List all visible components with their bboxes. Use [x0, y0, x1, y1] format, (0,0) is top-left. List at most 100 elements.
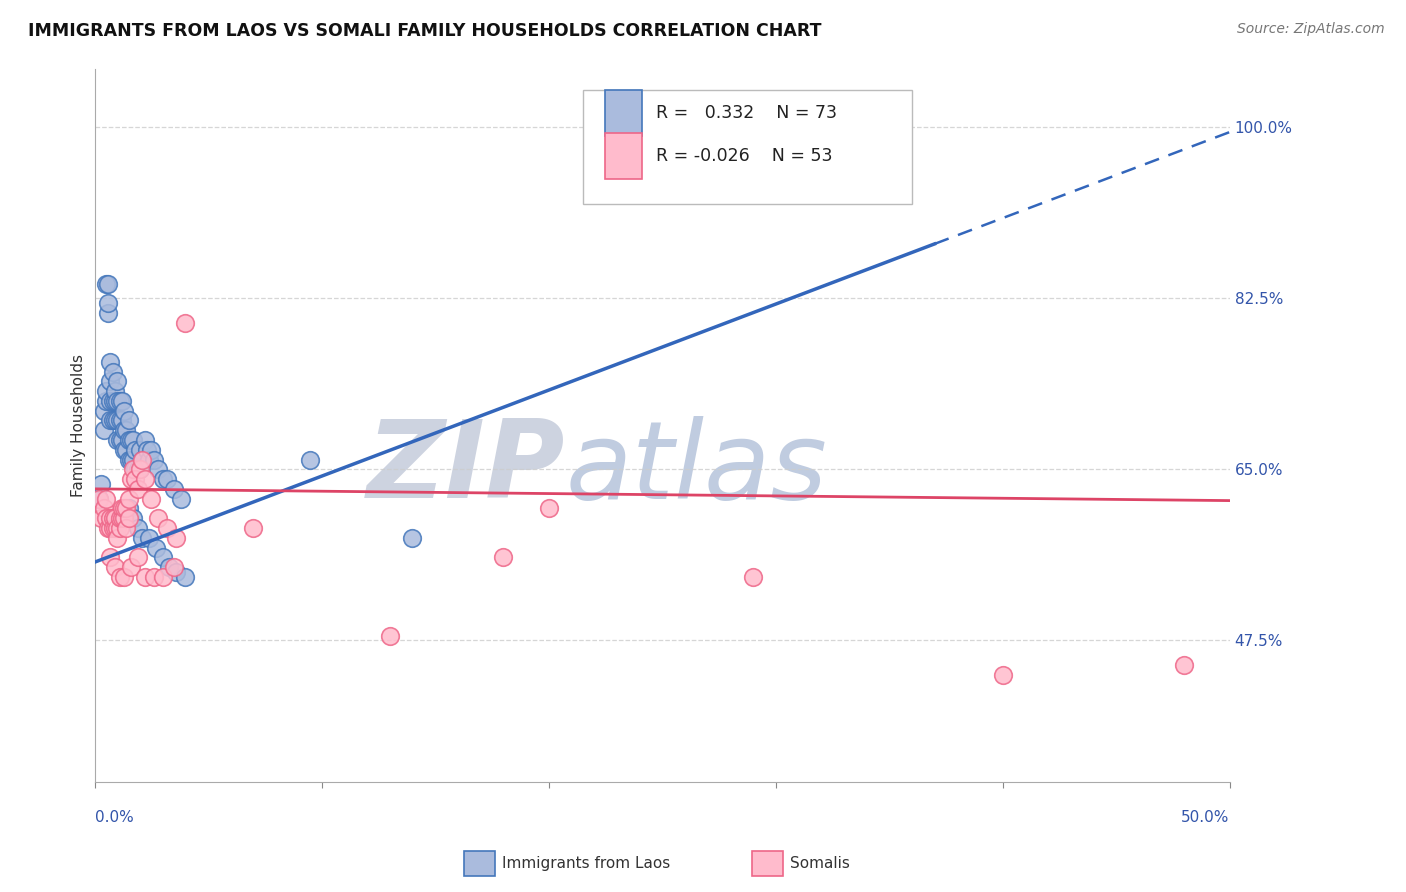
Point [131, 452, 153, 467]
Point [90, 477, 112, 491]
Point [101, 413, 124, 427]
Point [124, 462, 146, 476]
Point [146, 462, 169, 476]
FancyBboxPatch shape [582, 90, 912, 204]
Point [112, 570, 135, 584]
Text: 50.0%: 50.0% [1181, 810, 1230, 824]
Point [87, 491, 110, 506]
Point [104, 384, 127, 398]
Text: R =   0.332    N = 73: R = 0.332 N = 73 [657, 103, 838, 122]
Point [115, 442, 138, 457]
Point [165, 531, 187, 545]
Point [94, 384, 117, 398]
Point [94, 511, 117, 525]
Point [101, 511, 124, 525]
Point [108, 511, 131, 525]
Point [163, 560, 186, 574]
Point [117, 511, 139, 525]
Point [117, 433, 139, 447]
Point [742, 570, 765, 584]
Point [112, 403, 135, 417]
Point [108, 413, 131, 427]
Point [142, 570, 165, 584]
Point [138, 531, 160, 545]
Point [492, 550, 515, 565]
Point [1173, 657, 1195, 672]
Point [174, 316, 197, 330]
Point [90, 511, 112, 525]
Point [97, 306, 120, 320]
Point [87, 491, 110, 506]
Point [100, 393, 122, 408]
Point [104, 511, 127, 525]
Point [94, 491, 117, 506]
Point [104, 560, 127, 574]
Point [141, 442, 163, 457]
Text: Source: ZipAtlas.com: Source: ZipAtlas.com [1237, 22, 1385, 37]
Point [94, 393, 117, 408]
Point [104, 393, 127, 408]
Point [129, 462, 152, 476]
Point [97, 521, 120, 535]
Point [117, 452, 139, 467]
Point [124, 472, 146, 486]
Point [105, 521, 128, 535]
Point [97, 296, 120, 310]
Point [93, 501, 115, 516]
Point [122, 462, 145, 476]
Point [131, 452, 153, 467]
Point [101, 521, 124, 535]
Point [145, 541, 167, 555]
Point [112, 423, 135, 437]
Point [152, 550, 174, 565]
Point [108, 433, 131, 447]
Point [111, 433, 134, 447]
Point [93, 423, 115, 437]
Point [117, 413, 139, 427]
Point [101, 393, 124, 408]
Point [108, 393, 131, 408]
Point [105, 531, 128, 545]
Point [299, 452, 322, 467]
Point [115, 423, 138, 437]
Point [122, 452, 145, 467]
Point [138, 452, 160, 467]
Point [105, 375, 128, 389]
Text: Somalis: Somalis [790, 856, 851, 871]
Point [120, 433, 142, 447]
Bar [606, 90, 641, 136]
Point [810, 159, 832, 173]
Text: atlas: atlas [565, 416, 828, 521]
Point [97, 277, 120, 291]
Text: R = -0.026    N = 53: R = -0.026 N = 53 [657, 146, 832, 165]
Point [117, 491, 139, 506]
Point [378, 628, 401, 642]
Point [152, 570, 174, 584]
Point [122, 433, 145, 447]
Point [105, 433, 128, 447]
Point [124, 442, 146, 457]
Point [134, 433, 156, 447]
Point [242, 521, 264, 535]
Point [156, 472, 179, 486]
Point [129, 462, 152, 476]
Text: ZIP: ZIP [367, 415, 565, 521]
Point [115, 501, 138, 516]
Point [115, 521, 138, 535]
Y-axis label: Family Households: Family Households [72, 354, 86, 497]
Point [120, 452, 142, 467]
Bar [606, 133, 641, 179]
Point [105, 393, 128, 408]
Point [127, 482, 149, 496]
Point [134, 472, 156, 486]
Point [117, 501, 139, 516]
Point [101, 365, 124, 379]
Point [111, 413, 134, 427]
Point [174, 570, 197, 584]
Point [127, 462, 149, 476]
Point [165, 565, 187, 579]
Point [104, 413, 127, 427]
Point [159, 560, 181, 574]
Point [135, 442, 157, 457]
Point [108, 570, 131, 584]
